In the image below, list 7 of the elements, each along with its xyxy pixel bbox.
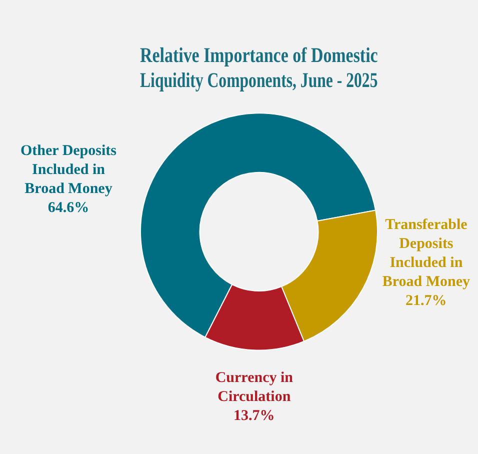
data-label: 13.7% <box>234 408 275 424</box>
data-label: 21.7% <box>406 292 447 309</box>
slice-label: Currency in Circulation <box>215 370 294 405</box>
slice-label: Other Deposits Included in Broad Money <box>20 142 117 197</box>
data-label: 64.6% <box>48 200 90 216</box>
slice-label: Transferable Deposits Included in Broad Money <box>382 216 470 290</box>
chart-title: Relative Importance of Domestic Liquidity Components, June - 2025 <box>140 44 378 93</box>
